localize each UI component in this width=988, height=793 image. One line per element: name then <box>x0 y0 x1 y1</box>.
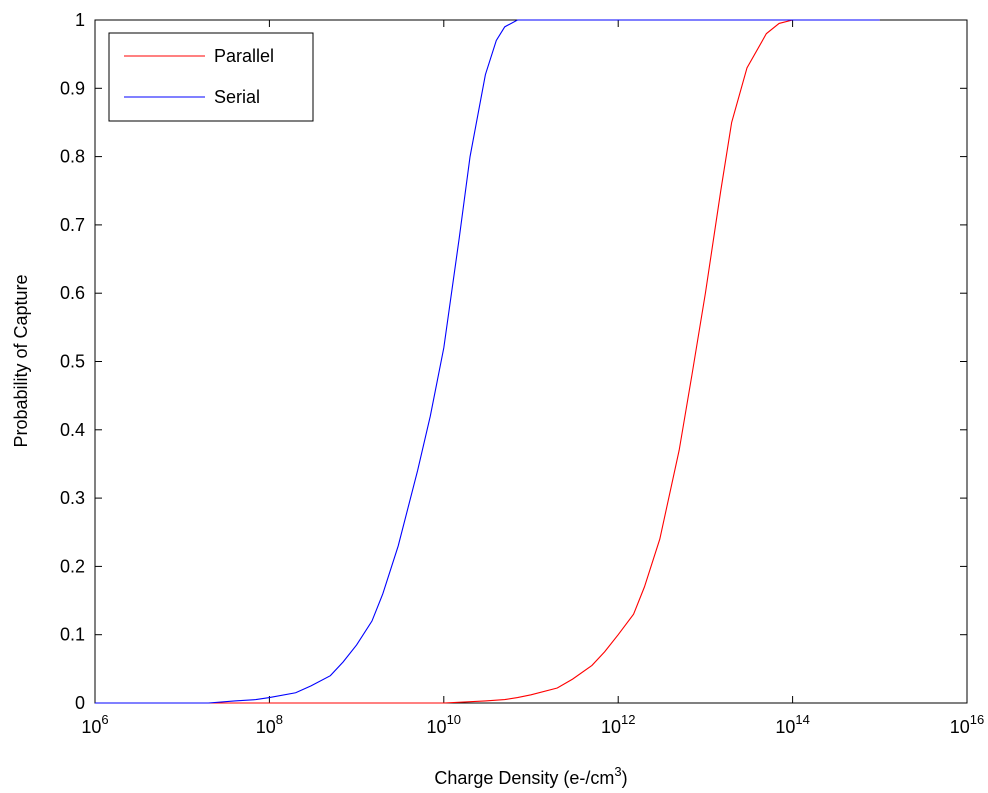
series-layer <box>95 19 880 704</box>
x-tick-label: 1012 <box>601 712 636 737</box>
plot-area <box>94 19 968 704</box>
series-line-parallel <box>95 19 880 704</box>
y-axis-ticks: 0 0.1 0.2 0.3 0.4 0.5 0.6 0.7 0.8 0.9 1 <box>60 10 967 713</box>
y-tick-label: 0.9 <box>60 78 85 98</box>
x-axis-ticks: 106 108 1010 1012 1014 1016 <box>81 20 984 737</box>
y-tick-label: 0.8 <box>60 147 85 167</box>
y-tick-label: 0.5 <box>60 352 85 372</box>
y-tick-label: 0.4 <box>60 420 85 440</box>
y-tick-label: 0.2 <box>60 556 85 576</box>
x-tick-label: 1010 <box>427 712 462 737</box>
x-tick-label: 1014 <box>775 712 810 737</box>
series-line-serial <box>95 19 880 704</box>
x-axis-title: Charge Density (e-/cm3) <box>434 764 627 788</box>
x-tick-label: 106 <box>81 712 108 737</box>
legend: Parallel Serial <box>108 32 314 122</box>
y-tick-label: 0.3 <box>60 488 85 508</box>
legend-label-parallel: Parallel <box>214 46 274 66</box>
x-axis-title-superscript: 3 <box>614 764 621 779</box>
x-tick-label: 1016 <box>950 712 985 737</box>
y-tick-label: 0.6 <box>60 283 85 303</box>
y-axis-title: Probability of Capture <box>11 274 31 447</box>
legend-label-serial: Serial <box>214 87 260 107</box>
y-tick-label: 0.1 <box>60 625 85 645</box>
y-tick-label: 0 <box>75 693 85 713</box>
x-tick-label: 108 <box>256 712 283 737</box>
legend-box <box>108 32 314 122</box>
y-tick-label: 0.7 <box>60 215 85 235</box>
y-tick-label: 1 <box>75 10 85 30</box>
